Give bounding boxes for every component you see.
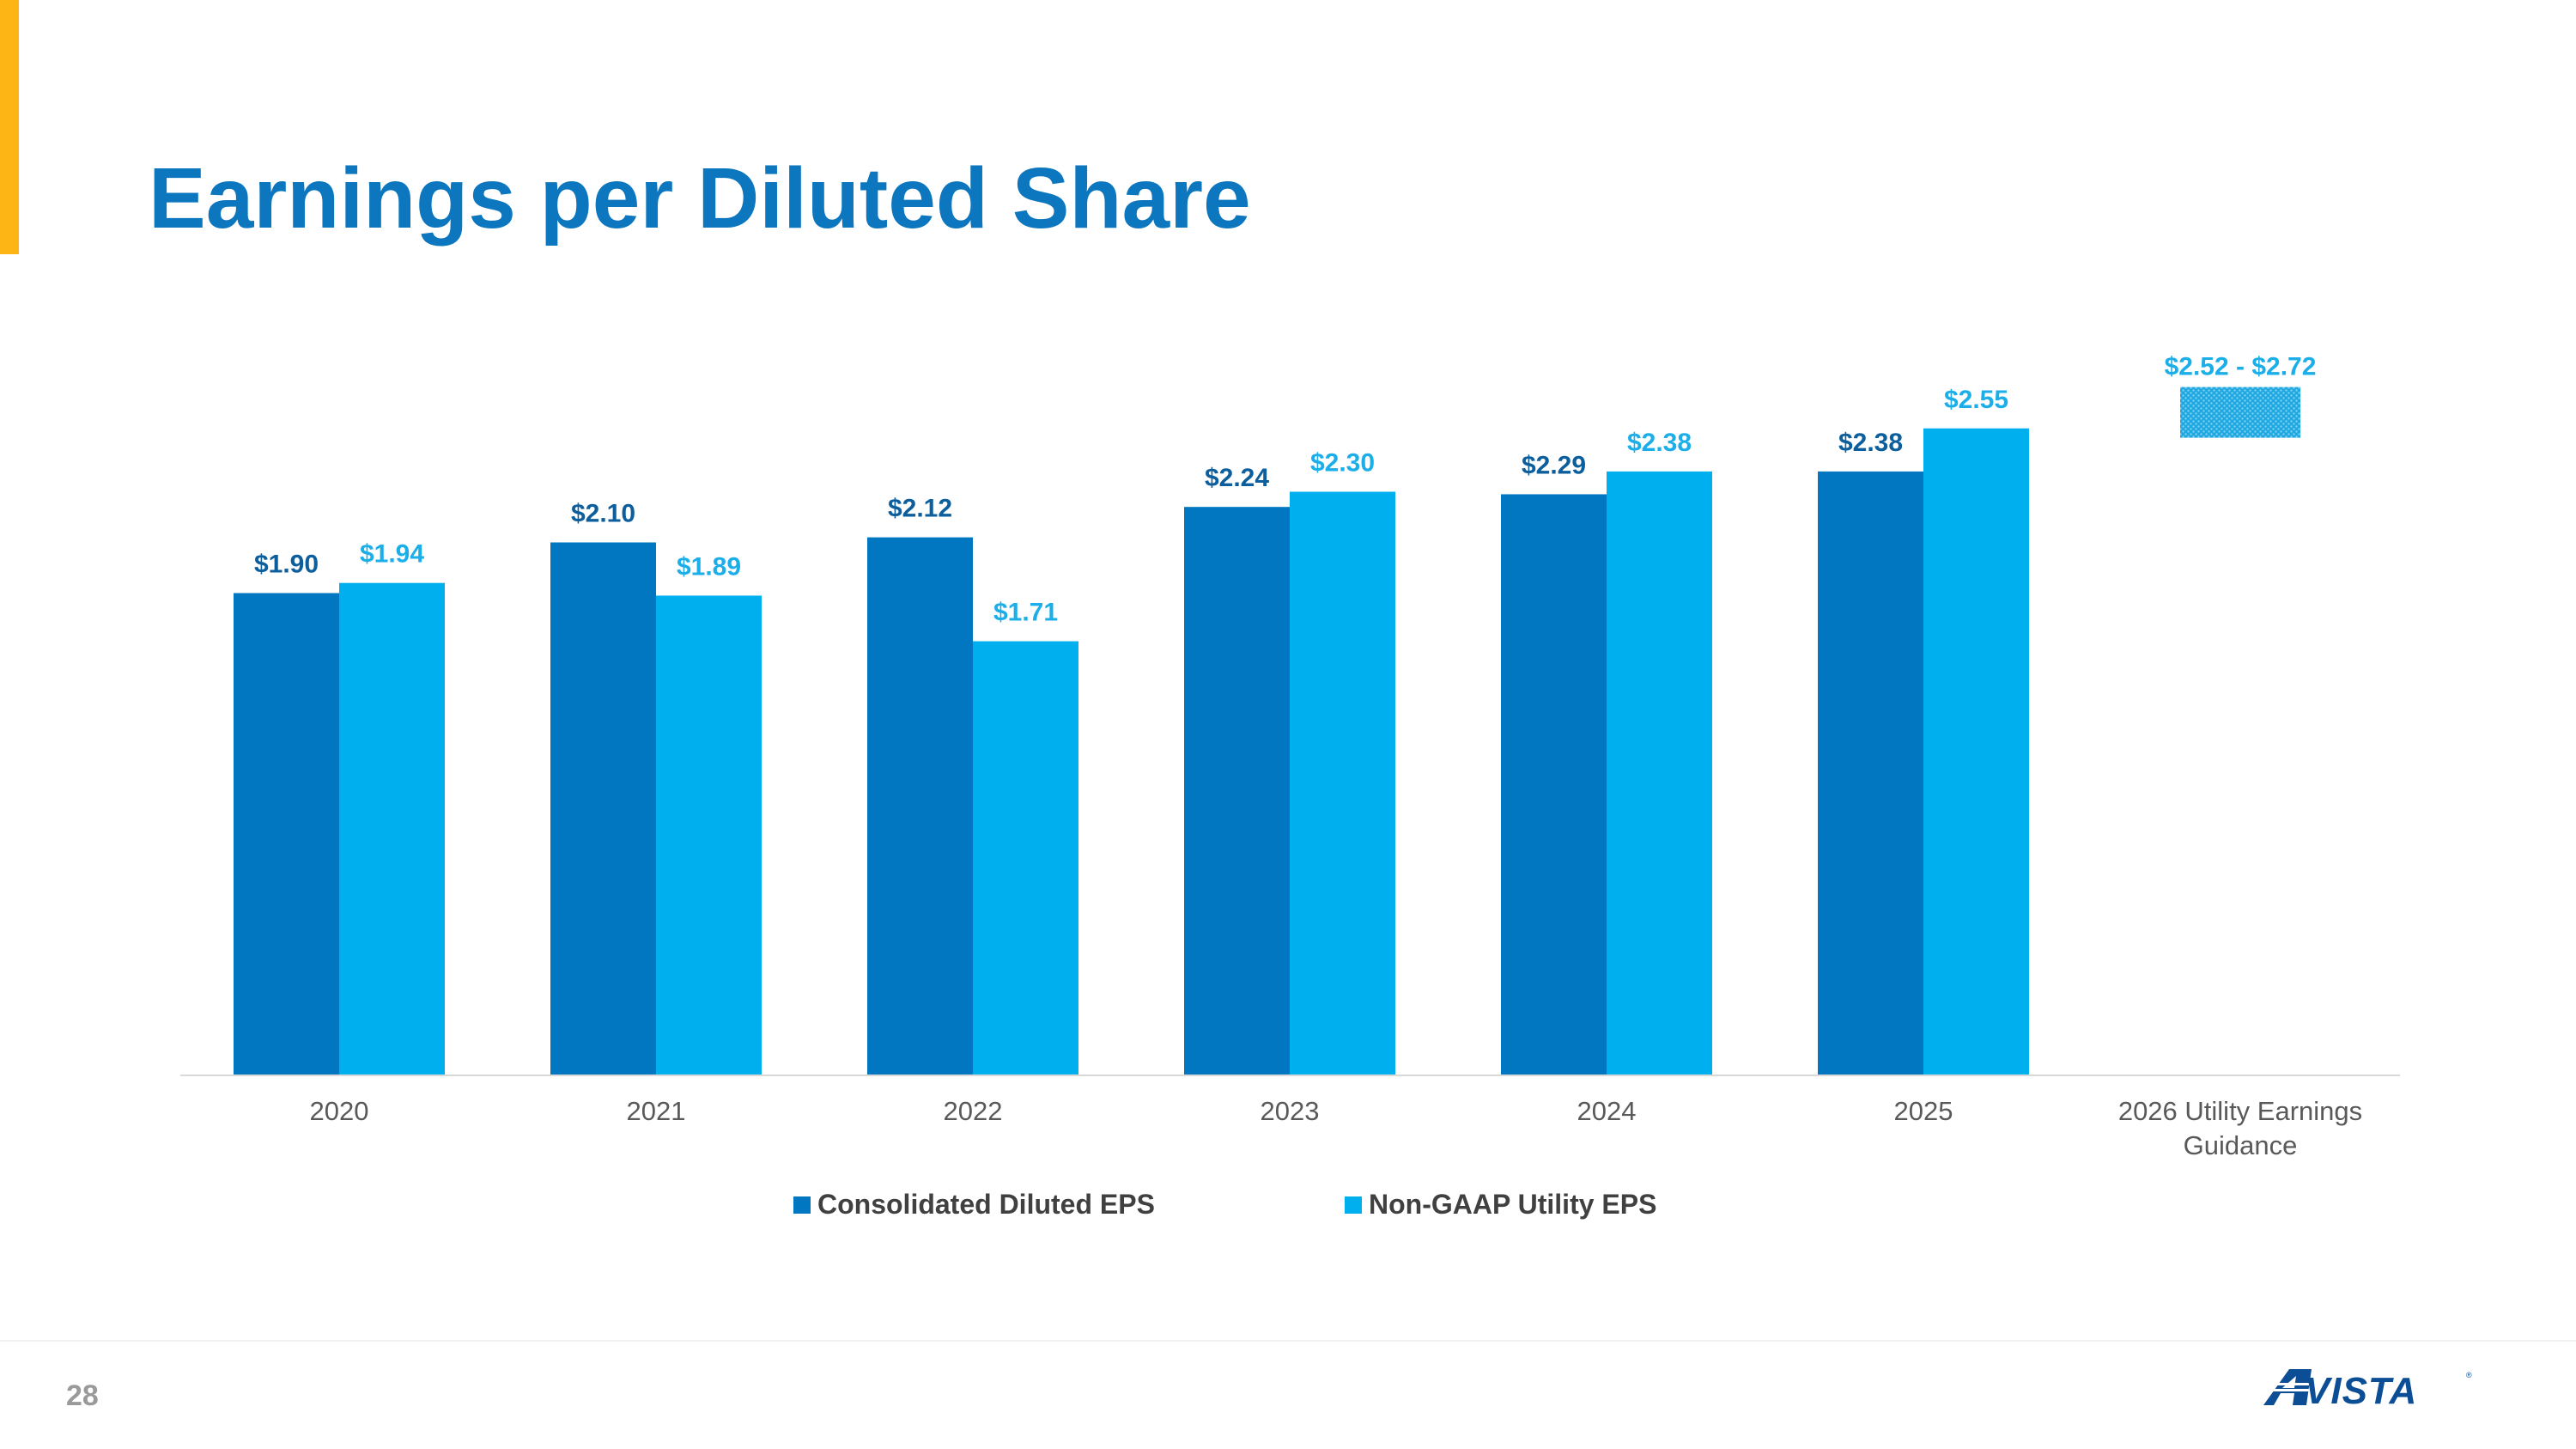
bar-utility-2023 (1290, 491, 1395, 1075)
legend-label-0: Consolidated Diluted EPS (817, 1189, 1155, 1220)
data-label: $2.12 (888, 495, 952, 523)
data-label: $1.89 (677, 552, 741, 581)
bar-consolidated-2024 (1501, 494, 1607, 1075)
x-tick-label: 2022 (944, 1096, 1003, 1126)
x-tick-label: 2025 (1894, 1096, 1953, 1126)
svg-text:®: ® (2466, 1371, 2472, 1379)
bar-utility-2025 (1923, 428, 2029, 1075)
data-label: $1.71 (993, 599, 1058, 627)
eps-bar-chart: $1.90 $2.10 $2.12 $2.24 $2.29 $2.38 $1.94 $1.89… (180, 353, 2400, 1220)
guidance-range-box (2180, 387, 2300, 438)
bar-consolidated-2022 (867, 537, 973, 1075)
avista-logo: VISTA ® (2263, 1369, 2472, 1407)
data-label: $2.24 (1205, 464, 1269, 492)
bar-utility-2024 (1607, 471, 1712, 1075)
legend-swatch-0 (793, 1196, 811, 1214)
x-tick-label: 2023 (1261, 1096, 1320, 1126)
data-label: $1.90 (254, 551, 319, 579)
legend-label-1: Non-GAAP Utility EPS (1369, 1189, 1656, 1220)
data-label: $2.10 (571, 500, 635, 528)
x-tick-label: 2020 (310, 1096, 369, 1126)
data-label: $2.55 (1944, 386, 2008, 414)
x-tick-label: 2021 (627, 1096, 686, 1126)
x-tick-label: 2026 Utility Earnings Guidance (2118, 1096, 2362, 1160)
legend-swatch-1 (1345, 1196, 1362, 1214)
bar-consolidated-2020 (234, 593, 339, 1075)
bar-utility-2020 (339, 582, 445, 1075)
footer-divider (0, 1340, 2576, 1342)
data-label: $2.30 (1310, 449, 1375, 478)
bar-consolidated-2023 (1184, 507, 1290, 1075)
bar-consolidated-2021 (550, 542, 656, 1075)
page-number: 28 (66, 1379, 99, 1412)
x-tick-label: 2024 (1577, 1096, 1637, 1126)
bar-utility-2021 (656, 595, 762, 1075)
data-label: $2.38 (1838, 429, 1903, 457)
bar-utility-2022 (973, 641, 1078, 1075)
guidance-label: $2.52 - $2.72 (2165, 353, 2317, 381)
page-title: Earnings per Diluted Share (149, 150, 1251, 247)
data-label: $1.94 (360, 540, 424, 569)
data-label: $2.38 (1627, 429, 1692, 457)
bar-consolidated-2025 (1818, 471, 1923, 1075)
svg-text:VISTA: VISTA (2305, 1370, 2417, 1407)
data-label: $2.29 (1522, 451, 1586, 479)
accent-bar (0, 0, 19, 254)
